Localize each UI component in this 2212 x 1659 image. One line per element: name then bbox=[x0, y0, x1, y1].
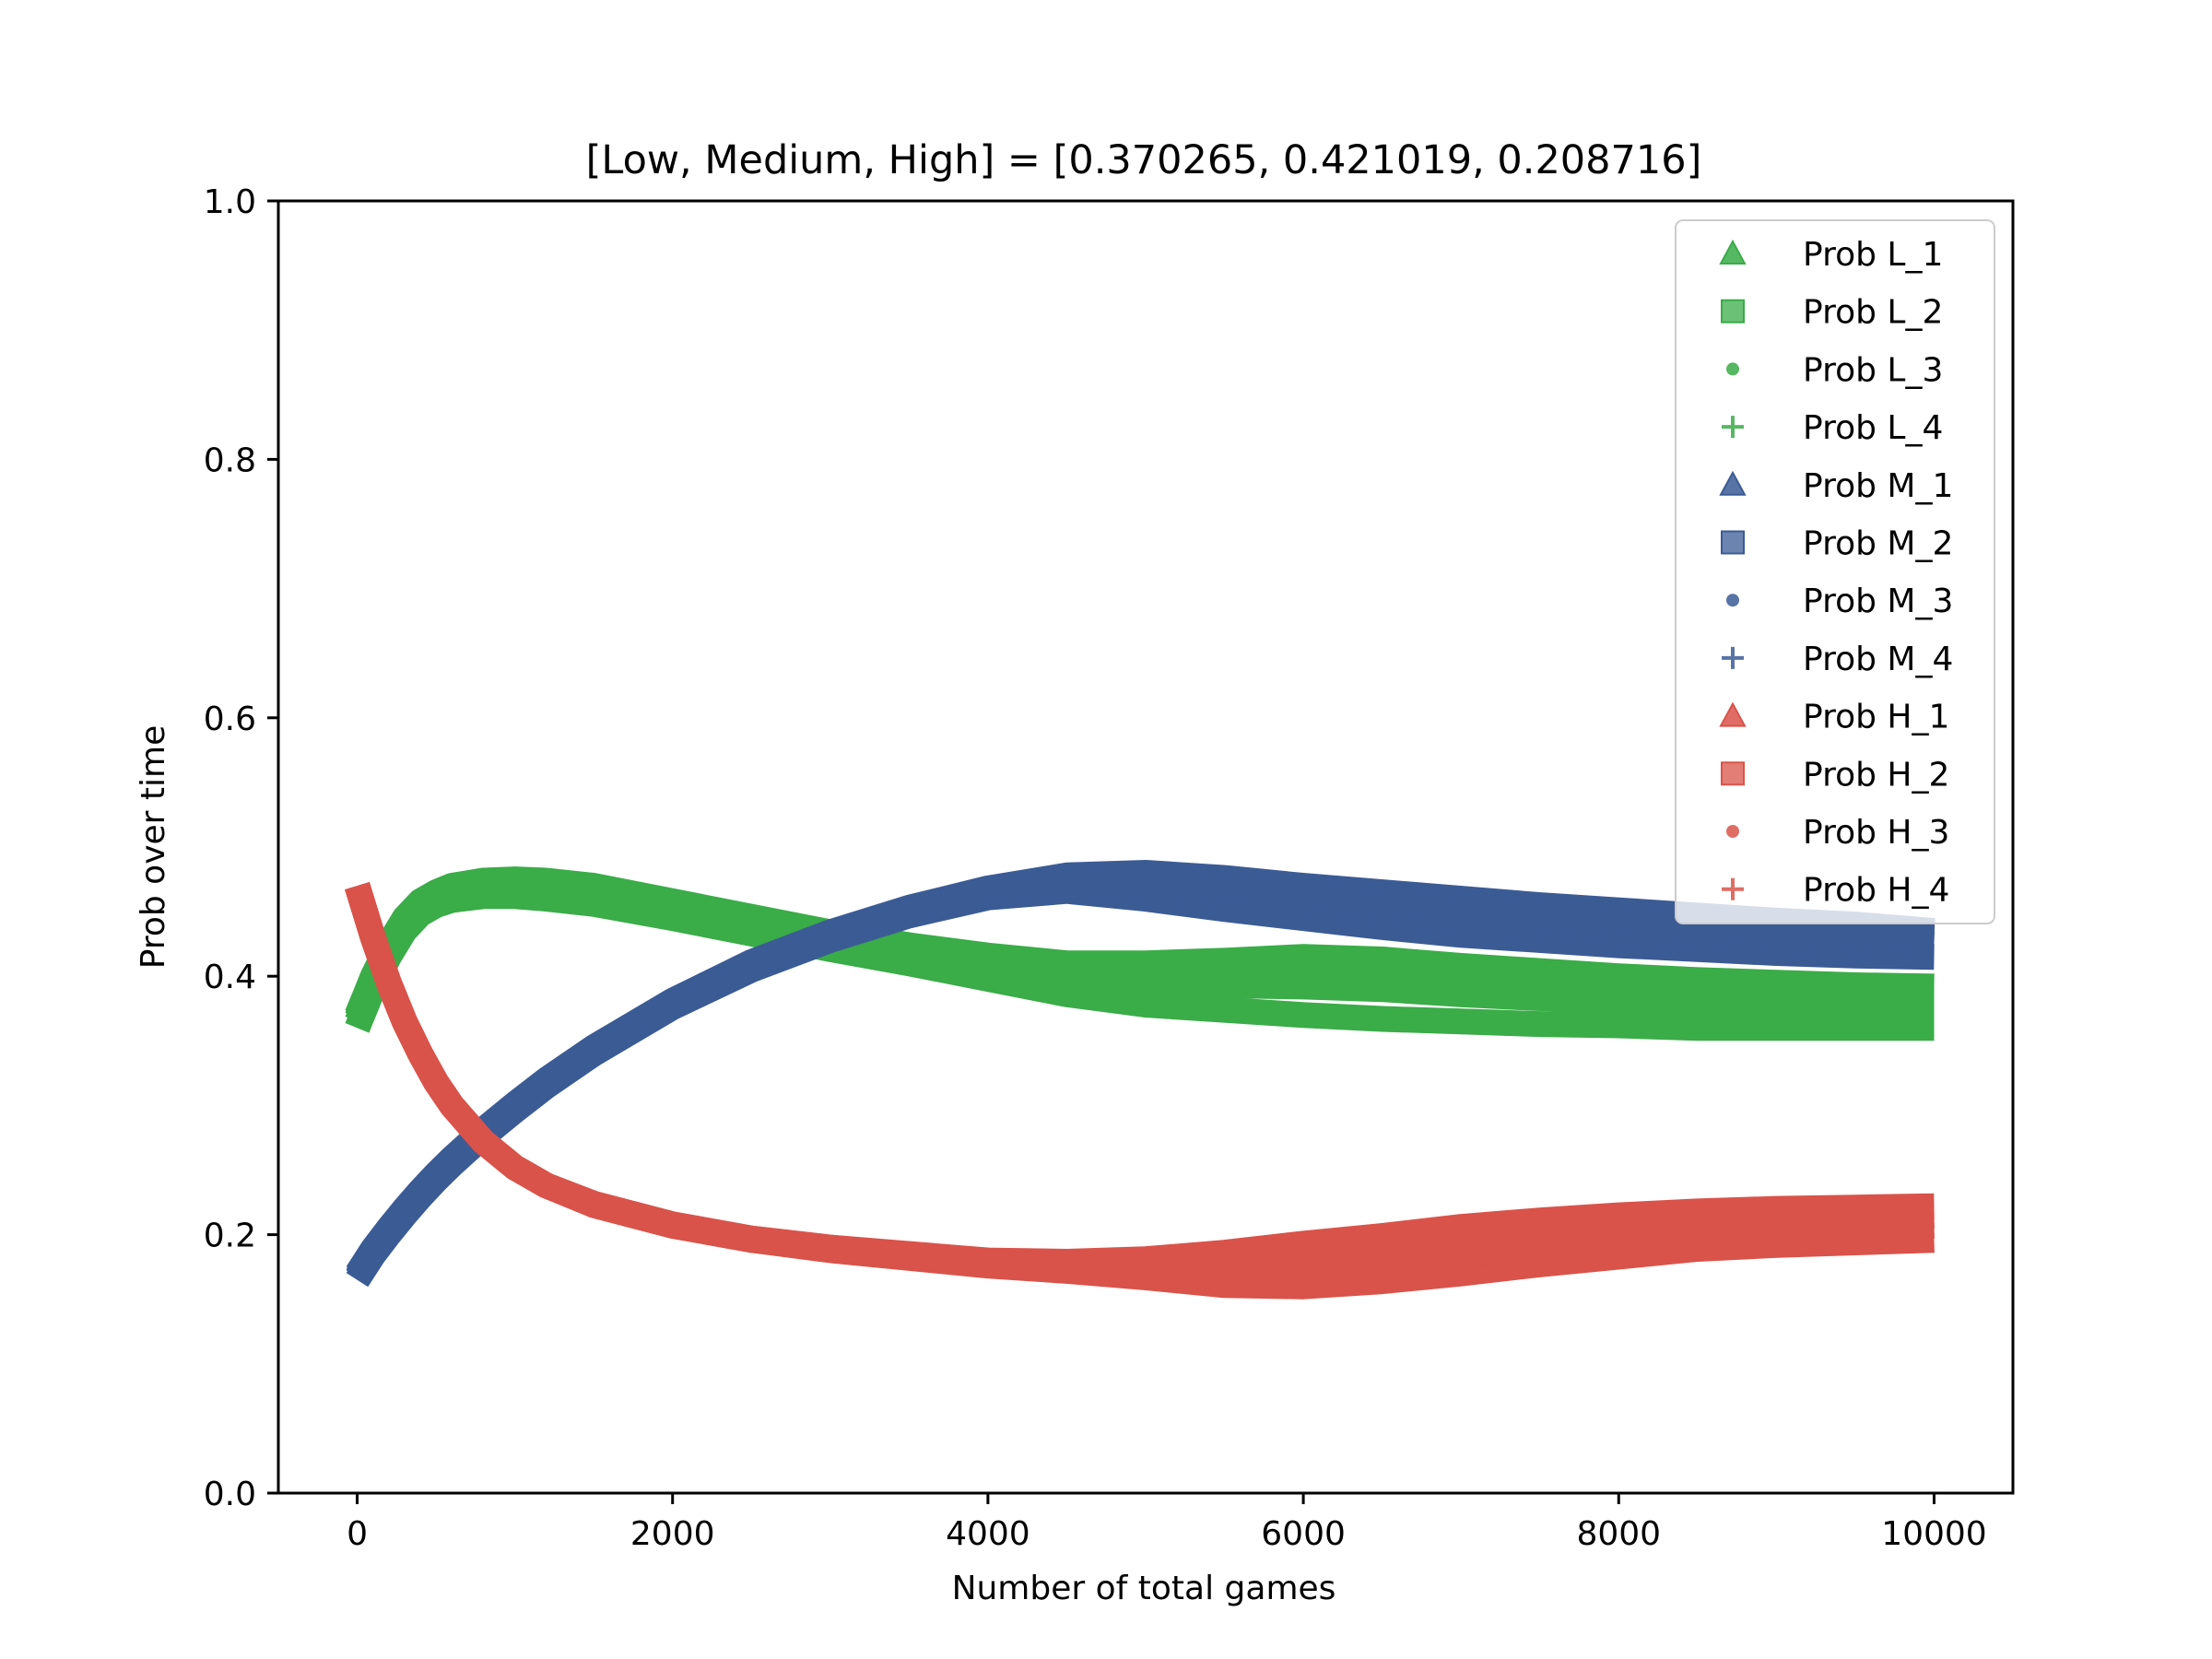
x-tick-label: 2000 bbox=[630, 1515, 715, 1553]
y-tick-label: 1.0 bbox=[204, 183, 256, 221]
legend-label-prob-m-2: Prob M_2 bbox=[1803, 525, 1953, 563]
series-prob-l-4-trail bbox=[345, 871, 1935, 1023]
legend-marker-circle-icon bbox=[1726, 362, 1739, 376]
legend-label-prob-h-1: Prob H_1 bbox=[1803, 699, 1949, 736]
legend-marker-plus-icon bbox=[1722, 646, 1744, 669]
legend-label-prob-l-2: Prob L_2 bbox=[1803, 294, 1943, 332]
x-tick-label: 8000 bbox=[1576, 1515, 1661, 1553]
legend-label-prob-h-3: Prob H_3 bbox=[1803, 814, 1949, 852]
y-tick-label: 0.4 bbox=[204, 959, 256, 996]
legend-label-prob-m-1: Prob M_1 bbox=[1803, 467, 1953, 505]
x-axis-title: Number of total games bbox=[952, 1570, 1336, 1607]
y-tick-label: 0.8 bbox=[204, 441, 256, 479]
legend-box bbox=[1675, 219, 1995, 924]
x-tick-label: 4000 bbox=[946, 1515, 1030, 1553]
y-tick-label: 0.6 bbox=[204, 700, 256, 738]
legend-marker-circle-icon bbox=[1726, 825, 1739, 838]
x-tick-label: 6000 bbox=[1261, 1515, 1346, 1553]
y-tick-label: 0.0 bbox=[204, 1476, 256, 1513]
y-axis: 0.0 0.2 0.4 0.6 0.8 1.0 bbox=[204, 183, 278, 1513]
legend-marker-circle-icon bbox=[1726, 594, 1739, 607]
y-axis-title: Prob over time bbox=[135, 725, 172, 969]
legend-label-prob-m-3: Prob M_3 bbox=[1803, 582, 1953, 620]
chart-title: [Low, Medium, High] = [0.370265, 0.42101… bbox=[586, 137, 1702, 183]
legend-marker-plus-icon bbox=[1722, 416, 1744, 439]
legend: Prob L_1 Prob L_2 Prob L_3 Prob L_4 Prob M_1… bbox=[1675, 219, 1995, 924]
legend-marker-triangle-icon bbox=[1719, 701, 1747, 727]
plot-data bbox=[345, 860, 1936, 1300]
series-prob-m-4-trail bbox=[346, 867, 1936, 1284]
legend-label-prob-m-4: Prob M_4 bbox=[1803, 641, 1953, 678]
legend-label-prob-h-2: Prob H_2 bbox=[1803, 756, 1949, 794]
legend-label-prob-l-3: Prob L_3 bbox=[1803, 351, 1943, 389]
x-tick-label: 0 bbox=[347, 1515, 368, 1553]
x-tick-label: 10000 bbox=[1881, 1515, 1987, 1553]
y-tick-label: 0.2 bbox=[204, 1218, 256, 1255]
legend-marker-square-icon bbox=[1721, 530, 1745, 555]
x-axis: 0 2000 4000 6000 8000 10000 bbox=[347, 1493, 1987, 1553]
legend-marker-square-icon bbox=[1721, 761, 1745, 786]
series-prob-h-4-trail bbox=[345, 881, 1935, 1277]
plot-area-frame bbox=[276, 199, 2015, 1495]
legend-label-prob-l-4: Prob L_4 bbox=[1803, 409, 1943, 447]
legend-marker-square-icon bbox=[1721, 299, 1745, 324]
legend-marker-plus-icon bbox=[1722, 877, 1744, 900]
legend-marker-triangle-icon bbox=[1719, 239, 1747, 265]
legend-label-prob-l-1: Prob L_1 bbox=[1803, 236, 1943, 274]
legend-label-prob-h-4: Prob H_4 bbox=[1803, 872, 1949, 910]
legend-marker-triangle-icon bbox=[1719, 470, 1747, 496]
